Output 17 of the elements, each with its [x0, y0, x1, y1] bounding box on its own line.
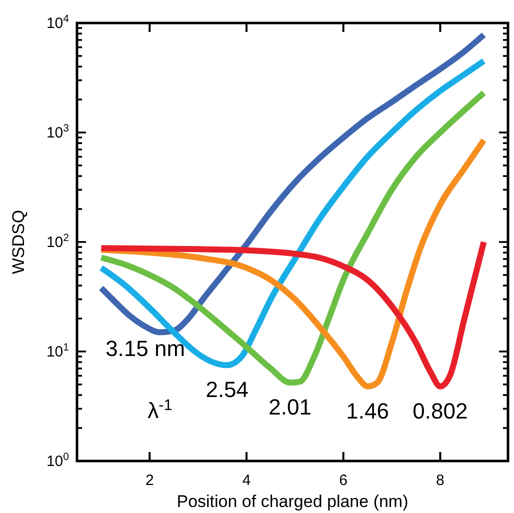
series-label: 2.54: [206, 377, 249, 402]
x-tick-label: 6: [339, 472, 348, 489]
x-tick-label: 2: [145, 472, 154, 489]
series-label: 2.01: [268, 394, 312, 420]
x-tick-label: 8: [436, 472, 444, 489]
series-label: 3.15 nm: [106, 336, 186, 362]
y-tick-label: 10$^{1}$: [46, 342, 70, 360]
x-axis-title: Position of charged plane (nm): [176, 492, 408, 511]
y-tick-label: 10$^{4}$: [46, 13, 70, 32]
series-label: 1.46: [346, 398, 389, 424]
y-tick-label: 10$^{3}$: [46, 122, 70, 142]
y-axis-title: WSDSQ: [9, 210, 28, 274]
y-tick-label: 10$^{2}$: [46, 232, 70, 251]
series-label: 0.802: [412, 398, 468, 424]
x-tick-label: 4: [242, 472, 251, 489]
annotation: λ$^{-1}$: [148, 396, 172, 423]
y-tick-label: 10$^{0}$: [46, 451, 70, 470]
